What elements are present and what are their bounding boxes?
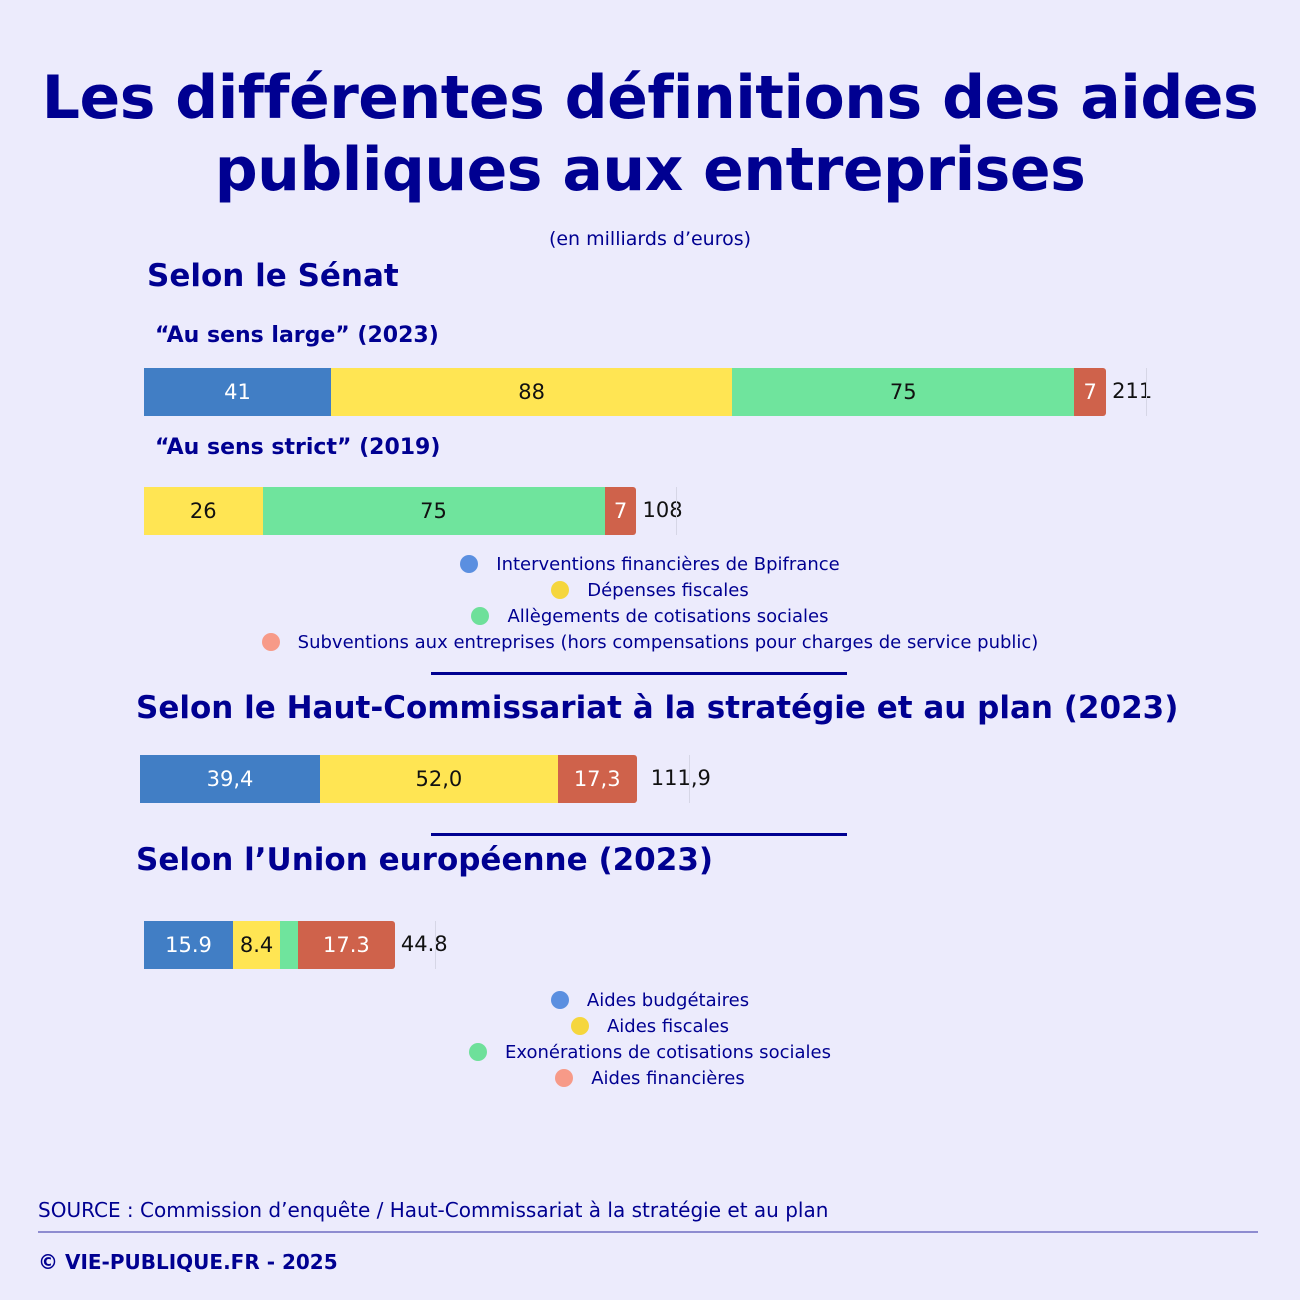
segment-value-label: 75	[889, 380, 917, 404]
unit-note: (en milliards d’euros)	[548, 228, 752, 250]
bar-segment-yellow: 88	[330, 368, 733, 416]
segment-value-label: 88	[518, 380, 545, 404]
row-label-large: “Au sens large” (2023)	[155, 323, 439, 348]
bar-segment-yellow: 26	[144, 487, 263, 535]
segment-value-label: 8.4	[239, 933, 274, 957]
legend-label: Aides financières	[591, 1067, 745, 1089]
section-title-senat: Selon le Sénat	[147, 258, 399, 294]
bar-segment-yellow: 8.4	[233, 921, 281, 969]
stacked-bar: 41 88 75 7	[144, 368, 1107, 416]
bar-segment-red: 7	[604, 487, 637, 535]
legend-dot-icon	[550, 991, 569, 1009]
legend-eu: Aides budgétaires Aides fiscales Exonérati…	[0, 987, 1300, 1091]
bar-segment-red: 7	[1074, 368, 1107, 416]
bar-segment-green: 75	[262, 487, 605, 535]
legend-item: Exonérations de cotisations sociales	[0, 1039, 1300, 1065]
segment-value-label: 26	[189, 499, 217, 523]
segment-value-label: 15.9	[165, 933, 212, 957]
legend-item: Subventions aux entreprises (hors compen…	[0, 629, 1300, 655]
legend-dot-icon	[469, 1043, 488, 1061]
legend-item: Interventions financières de Bpifrance	[0, 551, 1300, 577]
section-title-eu: Selon l’Union européenne (2023)	[136, 842, 714, 878]
segment-value-label: 41	[224, 380, 251, 404]
source-note: SOURCE : Commission d’enquête / Haut-Com…	[38, 1198, 829, 1222]
divider	[431, 833, 847, 836]
segment-value-label: 17.3	[323, 933, 370, 957]
axis-line	[688, 755, 690, 803]
legend-dot-icon	[555, 1069, 574, 1087]
stacked-bar: 39,4 52,0 17,3	[140, 755, 637, 803]
bar-total-label: 211	[1112, 379, 1153, 403]
segment-value-label: 39,4	[206, 767, 254, 791]
legend-item: Aides fiscales	[0, 1013, 1300, 1039]
bar-segment-blue: 39,4	[140, 755, 321, 803]
axis-line	[676, 487, 678, 535]
segment-value-label: 75	[420, 499, 447, 523]
legend-dot-icon	[261, 633, 280, 651]
segment-value-label: 7	[613, 499, 628, 523]
legend-dot-icon	[570, 1017, 589, 1035]
page-title: Les différentes définitions des aides pu…	[41, 63, 1259, 205]
segment-value-label: 17,3	[573, 767, 621, 791]
copyright: © VIE-PUBLIQUE.FR - 2025	[38, 1250, 338, 1274]
legend-item: Aides financières	[0, 1065, 1300, 1091]
bar-segment-green: 75	[732, 368, 1075, 416]
stacked-bar: 15.9 8.4 17.3	[144, 921, 395, 969]
axis-line	[1146, 368, 1148, 416]
stacked-bar: 26 75 7	[144, 487, 637, 535]
legend-dot-icon	[471, 607, 490, 625]
bar-segment-red: 17.3	[297, 921, 395, 969]
legend-label: Allègements de cotisations sociales	[507, 605, 829, 627]
bar-segment-red: 17,3	[557, 755, 637, 803]
legend-item: Aides budgétaires	[0, 987, 1300, 1013]
legend-label: Exonérations de cotisations sociales	[505, 1041, 831, 1063]
legend-label: Interventions financières de Bpifrance	[496, 553, 840, 575]
bar-total-label: 108	[642, 498, 683, 522]
segment-value-label: 52,0	[415, 767, 463, 791]
legend-label: Subventions aux entreprises (hors compen…	[297, 631, 1039, 653]
legend-dot-icon	[551, 581, 570, 599]
legend-senat: Interventions financières de Bpifrance Dé…	[0, 551, 1300, 655]
bar-segment-yellow: 52,0	[320, 755, 558, 803]
bar-total-label: 111,9	[650, 766, 711, 790]
legend-item: Dépenses fiscales	[0, 577, 1300, 603]
bar-segment-blue: 41	[144, 368, 331, 416]
row-label-strict: “Au sens strict” (2019)	[155, 435, 441, 460]
footer-divider	[38, 1231, 1258, 1233]
legend-dot-icon	[460, 555, 479, 573]
divider	[431, 672, 847, 675]
section-title-hcsp: Selon le Haut-Commissariat à la stratégi…	[136, 690, 1179, 726]
legend-label: Dépenses fiscales	[587, 579, 749, 601]
bar-segment-blue: 15.9	[144, 921, 234, 969]
legend-item: Allègements de cotisations sociales	[0, 603, 1300, 629]
bar-total-label: 44.8	[400, 932, 448, 956]
axis-line	[434, 921, 436, 969]
bar-segment-green	[280, 921, 298, 969]
legend-label: Aides fiscales	[606, 1015, 729, 1037]
legend-label: Aides budgétaires	[586, 989, 750, 1011]
segment-value-label: 7	[1083, 380, 1097, 404]
